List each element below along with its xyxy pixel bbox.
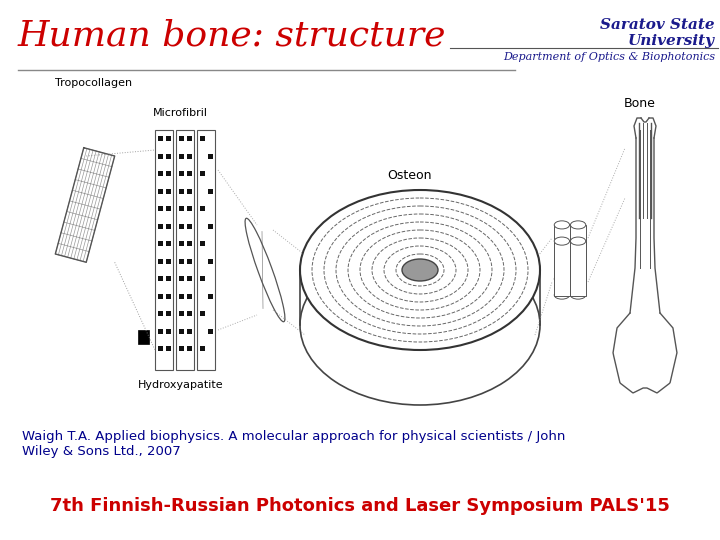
Bar	[155, 130, 173, 370]
Bar	[200, 241, 205, 246]
Ellipse shape	[554, 291, 570, 299]
Bar	[158, 294, 163, 299]
Ellipse shape	[554, 275, 570, 283]
Bar	[554, 241, 570, 296]
Bar	[158, 276, 163, 281]
Bar	[187, 136, 192, 141]
Bar	[179, 241, 184, 246]
Bar	[208, 188, 213, 194]
Bar	[187, 312, 192, 316]
Text: University: University	[628, 34, 715, 48]
Bar	[166, 312, 171, 316]
Bar	[187, 329, 192, 334]
Bar	[166, 171, 171, 176]
Text: Waigh T.A. Applied biophysics. A molecular approach for physical scientists / Jo: Waigh T.A. Applied biophysics. A molecul…	[22, 430, 565, 458]
Bar	[158, 188, 163, 194]
Bar	[179, 312, 184, 316]
Bar	[158, 153, 163, 159]
Ellipse shape	[570, 221, 586, 229]
Bar	[158, 347, 163, 352]
Ellipse shape	[402, 259, 438, 281]
Bar	[570, 225, 586, 280]
Text: Department of Optics & Biophotonics: Department of Optics & Biophotonics	[503, 52, 715, 62]
Bar	[187, 188, 192, 194]
Bar	[158, 224, 163, 229]
Bar	[208, 224, 213, 229]
Bar	[166, 329, 171, 334]
Bar	[179, 188, 184, 194]
Bar	[166, 153, 171, 159]
Bar	[179, 259, 184, 264]
Text: Bone: Bone	[624, 97, 656, 110]
Text: Saratov State: Saratov State	[600, 18, 715, 32]
Bar	[179, 276, 184, 281]
Bar	[158, 259, 163, 264]
Bar	[176, 130, 194, 370]
Bar	[158, 312, 163, 316]
Bar	[166, 276, 171, 281]
Bar	[166, 136, 171, 141]
Bar	[187, 206, 192, 211]
Bar	[158, 206, 163, 211]
Bar	[200, 136, 205, 141]
Bar	[179, 171, 184, 176]
Ellipse shape	[300, 245, 540, 405]
Bar	[166, 259, 171, 264]
Text: Microfibril: Microfibril	[153, 108, 207, 118]
Bar	[179, 153, 184, 159]
Bar	[187, 241, 192, 246]
Bar	[158, 329, 163, 334]
Bar	[179, 136, 184, 141]
Bar	[208, 259, 213, 264]
Bar	[208, 153, 213, 159]
Bar	[166, 347, 171, 352]
Bar	[200, 312, 205, 316]
Bar	[166, 206, 171, 211]
Bar	[197, 130, 215, 370]
Bar	[179, 294, 184, 299]
Text: Human bone: structure: Human bone: structure	[18, 18, 446, 52]
Ellipse shape	[554, 237, 570, 245]
Text: 7th Finnish-Russian Photonics and Laser Symposium PALS'15: 7th Finnish-Russian Photonics and Laser …	[50, 497, 670, 515]
Bar	[179, 206, 184, 211]
Bar	[187, 259, 192, 264]
Bar	[187, 224, 192, 229]
Bar	[138, 330, 149, 344]
Bar	[158, 171, 163, 176]
Bar	[570, 241, 586, 296]
Bar	[179, 347, 184, 352]
Bar	[554, 225, 570, 280]
Bar	[187, 171, 192, 176]
Ellipse shape	[300, 190, 540, 350]
Bar	[200, 171, 205, 176]
Bar	[158, 136, 163, 141]
Bar	[208, 329, 213, 334]
Ellipse shape	[554, 221, 570, 229]
Bar	[187, 294, 192, 299]
Bar	[187, 153, 192, 159]
Bar	[200, 206, 205, 211]
Bar	[158, 241, 163, 246]
Bar	[179, 329, 184, 334]
Ellipse shape	[570, 291, 586, 299]
Ellipse shape	[570, 275, 586, 283]
Bar	[166, 224, 171, 229]
Text: Osteon: Osteon	[388, 169, 432, 182]
Ellipse shape	[570, 237, 586, 245]
Bar	[166, 188, 171, 194]
Bar	[179, 224, 184, 229]
Text: Hydroxyapatite: Hydroxyapatite	[138, 380, 224, 390]
Text: Tropocollagen: Tropocollagen	[55, 78, 132, 88]
Bar	[187, 276, 192, 281]
Bar	[200, 276, 205, 281]
Bar	[166, 294, 171, 299]
Bar	[208, 294, 213, 299]
Bar	[187, 347, 192, 352]
Bar	[166, 241, 171, 246]
Ellipse shape	[245, 218, 285, 322]
Bar	[200, 347, 205, 352]
